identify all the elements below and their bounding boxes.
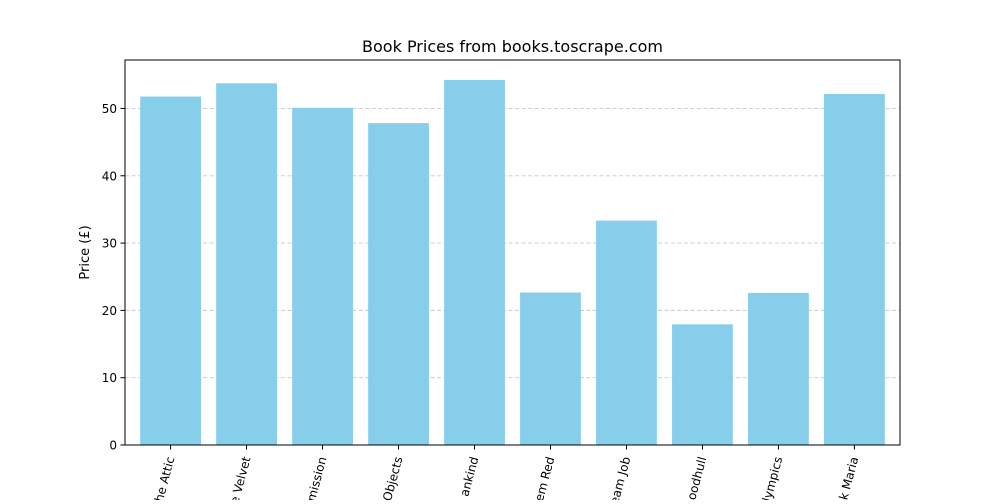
- y-tick-label: 30: [102, 237, 117, 251]
- bar: [748, 292, 809, 445]
- y-tick-label: 40: [102, 169, 117, 183]
- x-tick-label: mission: [304, 455, 329, 500]
- bar: [444, 79, 505, 445]
- x-tick-label: Objects: [380, 455, 405, 500]
- x-tick-label: he Attic: [152, 455, 177, 500]
- x-tick-label: ankind: [457, 455, 481, 498]
- bar: [596, 220, 657, 445]
- x-tick-label: em Red: [532, 455, 557, 500]
- y-axis-title: Price (£): [78, 225, 93, 279]
- y-tick-label: 50: [102, 102, 117, 116]
- bar: [672, 324, 733, 445]
- chart-title: Book Prices from books.toscrape.com: [362, 37, 663, 56]
- bar: [824, 93, 885, 445]
- x-axis-ticks: he Attic e Velvet mission Objects ankind em R…: [152, 445, 861, 504]
- bar: [216, 83, 277, 446]
- bar: [292, 107, 353, 446]
- x-tick-label: oodhull: [684, 455, 709, 500]
- bar: [140, 96, 201, 445]
- x-tick-label: lympics: [760, 455, 785, 500]
- y-tick-label: 0: [109, 439, 117, 453]
- x-tick-label: k Maria: [836, 455, 861, 500]
- plot-frame: [124, 59, 901, 446]
- y-tick-label: 10: [102, 371, 117, 385]
- bar: [368, 123, 429, 445]
- bars: [140, 79, 885, 446]
- x-tick-label: e Velvet: [227, 455, 253, 500]
- y-axis-ticks: 0 10 20 30 40 50: [102, 102, 125, 453]
- x-tick-label: eam Job: [607, 455, 633, 500]
- y-tick-label: 20: [102, 304, 117, 318]
- bar: [520, 292, 581, 445]
